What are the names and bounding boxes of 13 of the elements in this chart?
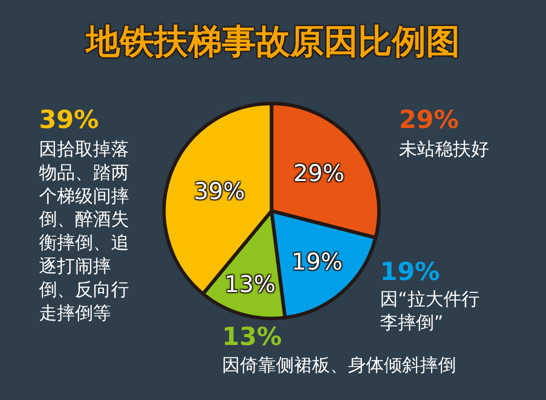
text: 29% [399, 105, 459, 134]
slice-label: 因倚靠侧裙板、身体倾斜摔倒 [222, 355, 456, 376]
text: 13% [222, 322, 282, 351]
data-label: 13% [224, 272, 276, 298]
chart-title: 地铁扶梯事故原因比例图 [84, 22, 460, 62]
slice-label: 因拾取掉落物品、踏两个梯级间摔倒、醉酒失衡摔倒、追逐打闹摔倒、反向行走摔倒等 [39, 139, 129, 324]
slice-label: 未站稳扶好 [399, 139, 489, 160]
slice-label: 因“拉大件行李摔倒” [380, 289, 480, 334]
data-label: 19% [291, 250, 343, 276]
data-label: 39% [194, 179, 245, 206]
data-label: 29% [293, 161, 345, 188]
text: 39% [39, 105, 99, 134]
text: 19% [380, 257, 440, 286]
